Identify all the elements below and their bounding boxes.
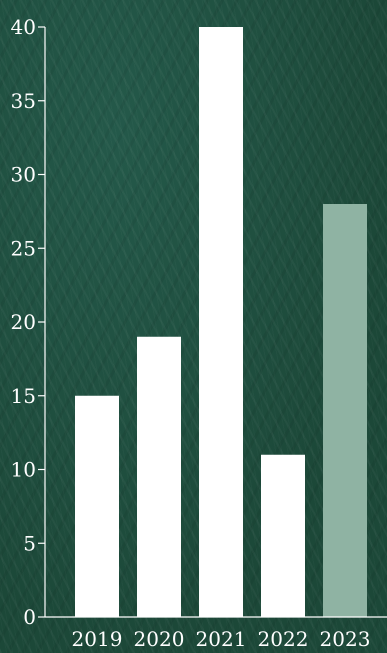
y-tick-label: 40 [11, 15, 36, 39]
y-tick-label: 30 [11, 163, 36, 187]
y-tick-label: 5 [23, 531, 36, 555]
x-tick-label: 2019 [72, 627, 123, 651]
bars [75, 27, 367, 617]
y-tick-label: 20 [11, 310, 36, 334]
y-tick-label: 15 [11, 384, 36, 408]
y-tick-label: 0 [23, 605, 36, 629]
y-tick-label: 10 [11, 458, 36, 482]
y-tick-label: 35 [11, 89, 36, 113]
x-tick-label: 2022 [258, 627, 309, 651]
bar-2023 [323, 204, 367, 617]
x-tick-label: 2021 [196, 627, 247, 651]
bar-2022 [261, 454, 305, 617]
y-axis: 0 5 10 15 20 25 30 35 40 [11, 15, 46, 629]
x-tick-label: 2020 [134, 627, 185, 651]
y-tick-label: 25 [11, 236, 36, 260]
bar-2019 [75, 395, 119, 617]
x-axis: 2019 2020 2021 2022 2023 [45, 616, 387, 651]
bar-2021 [199, 27, 243, 617]
x-tick-label: 2023 [320, 627, 371, 651]
bar-2020 [137, 336, 181, 617]
